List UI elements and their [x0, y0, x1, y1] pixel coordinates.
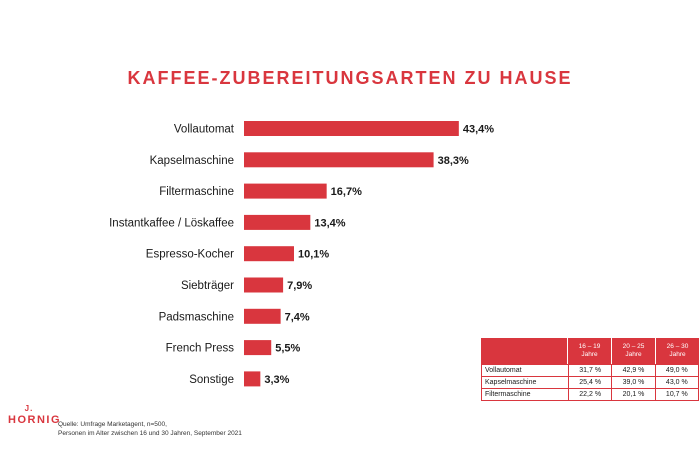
bar: [244, 214, 311, 230]
logo-initial: J.: [24, 404, 34, 413]
value-label: 43,4%: [463, 124, 494, 136]
table-row: Filtermaschine 22,2 % 20,1 % 10,7 %: [482, 389, 698, 401]
source-line-1: Quelle: Umfrage Marketagent, n=500,: [58, 421, 167, 428]
cell: 42,9 %: [611, 365, 654, 376]
row-label: Filtermaschine: [485, 391, 531, 398]
category-label: Espresso-Kocher: [146, 249, 234, 261]
bar: [244, 371, 261, 387]
table-row: Vollautomat 31,7 % 42,9 % 49,0 %: [482, 365, 698, 377]
category-label: French Press: [166, 343, 235, 355]
value-label: 10,1%: [298, 249, 329, 261]
category-label: Padsmaschine: [159, 311, 234, 323]
cell: 43,0 %: [654, 377, 698, 388]
age-group-table: 16 – 19 Jahre 20 – 25 Jahre 26 – 30 Jahr…: [481, 338, 699, 401]
cell: 31,7 %: [568, 365, 611, 376]
header-range: 26 – 30: [666, 343, 689, 350]
category-label: Siebträger: [181, 280, 234, 292]
category-label: Kapselmaschine: [150, 155, 234, 167]
bar: [244, 308, 281, 324]
category-label: Vollautomat: [174, 124, 235, 136]
table-row: Kapselmaschine 25,4 % 39,0 % 43,0 %: [482, 377, 698, 389]
logo-name: HORNIG: [8, 414, 61, 426]
source-line-2: Personen im Alter zwischen 16 und 30 Jah…: [58, 430, 242, 437]
bar: [244, 121, 459, 136]
category-label: Instantkaffee / Löskaffee: [109, 217, 234, 229]
cell: 10,7 %: [654, 389, 698, 400]
cell: 25,4 %: [568, 377, 611, 388]
table-body: Vollautomat 31,7 % 42,9 % 49,0 % Kapselm…: [481, 364, 699, 401]
value-label: 3,3%: [264, 374, 289, 386]
header-range: 16 – 19: [578, 343, 601, 350]
cell: 22,2 %: [568, 389, 611, 400]
bar-chart: Vollautomat 43,4% Kapselmaschine 38,3% Filte…: [109, 121, 494, 387]
bar: [244, 152, 434, 168]
value-label: 13,4%: [314, 217, 345, 229]
bar: [244, 340, 272, 356]
row-label: Vollautomat: [485, 367, 522, 374]
cell: 39,0 %: [611, 377, 654, 388]
table-header: 16 – 19 Jahre 20 – 25 Jahre 26 – 30 Jahr…: [481, 338, 699, 364]
header-label: Jahre: [581, 351, 598, 358]
table-header-col-1: 16 – 19 Jahre: [567, 338, 611, 364]
cell: 49,0 %: [654, 365, 698, 376]
value-label: 16,7%: [331, 186, 362, 198]
table-header-col-3: 26 – 30 Jahre: [655, 338, 699, 364]
value-label: 7,9%: [287, 280, 312, 292]
header-label: Jahre: [669, 351, 686, 358]
category-label: Filtermaschine: [159, 186, 234, 198]
chart-title: KAFFEE-ZUBEREITUNGSARTEN ZU HAUSE: [127, 68, 573, 88]
brand-logo: J. HORNIG: [8, 404, 61, 426]
header-range: 20 – 25: [622, 343, 645, 350]
bar: [244, 183, 327, 199]
value-label: 5,5%: [275, 343, 300, 355]
table-header-blank: [481, 338, 567, 364]
source-note: Quelle: Umfrage Marketagent, n=500, Pers…: [58, 420, 242, 438]
bar: [244, 277, 284, 293]
row-label: Kapselmaschine: [485, 379, 537, 386]
table-header-col-2: 20 – 25 Jahre: [611, 338, 655, 364]
value-label: 38,3%: [438, 155, 469, 167]
category-label: Sonstige: [189, 374, 234, 386]
value-label: 7,4%: [285, 311, 310, 323]
header-label: Jahre: [625, 351, 642, 358]
cell: 20,1 %: [611, 389, 654, 400]
bar: [244, 246, 294, 262]
